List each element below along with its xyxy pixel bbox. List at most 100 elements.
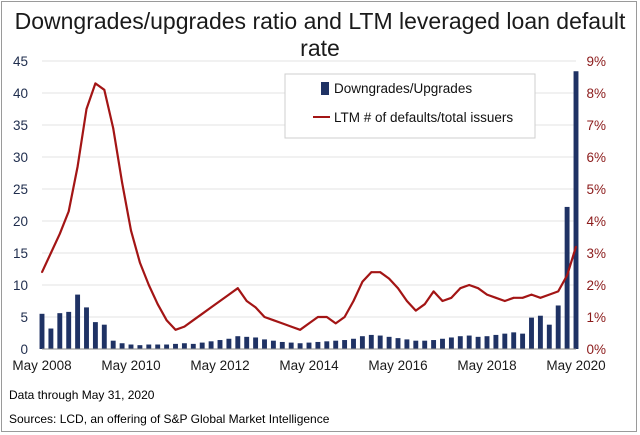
bar: [244, 336, 250, 349]
bar: [297, 343, 303, 349]
line-point: [486, 293, 488, 296]
bar: [146, 344, 152, 349]
bar: [270, 340, 276, 349]
x-tick-label: May 2012: [190, 358, 249, 373]
line-point: [370, 271, 373, 274]
line-point: [512, 296, 515, 299]
left-tick-label: 25: [13, 182, 28, 197]
bar: [573, 71, 579, 350]
line-point: [575, 245, 577, 248]
legend: Downgrades/Upgrades LTM # of defaults/to…: [284, 73, 536, 139]
line-point: [414, 309, 417, 312]
bar: [529, 317, 534, 349]
legend-line-label: LTM # of defaults/total issuers: [334, 110, 513, 125]
bar: [84, 307, 89, 349]
bar: [92, 322, 98, 349]
line-point: [468, 284, 471, 286]
right-tick-label: 3%: [586, 246, 606, 261]
bar: [173, 343, 178, 349]
line-series: [41, 82, 578, 331]
line-point: [317, 316, 319, 318]
line-point: [183, 325, 186, 328]
bar: [395, 338, 401, 349]
line-point: [58, 232, 61, 235]
bar: [377, 335, 383, 349]
line-point: [530, 293, 533, 296]
legend-bar-label: Downgrades/Upgrades: [334, 81, 472, 96]
bar: [511, 332, 517, 349]
bar: [457, 336, 463, 349]
line-point: [521, 296, 524, 299]
bar: [190, 343, 196, 349]
line-point: [450, 296, 453, 299]
bar: [440, 338, 445, 349]
bar: [324, 341, 330, 349]
line-point: [228, 293, 230, 296]
bar: [262, 339, 267, 349]
left-tick-label: 30: [13, 150, 28, 165]
line-point: [557, 290, 560, 293]
bar: [48, 328, 54, 349]
bar: [422, 340, 428, 349]
right-tick-label: 9%: [586, 54, 606, 69]
x-tick-label: May 2018: [457, 358, 516, 373]
line-point: [254, 306, 257, 309]
left-tick-label: 5: [20, 310, 28, 325]
axes: 0 5 10 15 20 25 30 35 40 45 0% 1% 2% 3% 4% 5% 6% 7% 8% 9% Ma…: [12, 54, 606, 373]
line-point: [379, 271, 382, 274]
left-tick-label: 35: [13, 118, 28, 133]
line-point: [201, 312, 204, 315]
line-point: [548, 293, 551, 296]
right-tick-label: 0%: [586, 342, 606, 357]
x-tick-label: May 2020: [546, 358, 605, 373]
x-tick-label: May 2014: [279, 358, 339, 373]
line-point: [147, 284, 150, 286]
right-tick-label: 5%: [586, 182, 606, 197]
bar: [520, 333, 526, 349]
line-point: [281, 322, 284, 325]
line-point: [156, 303, 159, 306]
line-point: [495, 296, 497, 299]
line-point: [432, 290, 435, 293]
bar: [404, 339, 410, 349]
line-point: [67, 210, 70, 213]
line-point: [423, 303, 426, 306]
line-point: [459, 287, 462, 290]
bar: [306, 342, 312, 349]
line-point: [50, 252, 52, 254]
line-point: [343, 316, 346, 318]
line-point: [41, 271, 43, 274]
line-point: [503, 300, 506, 302]
left-tick-label: 45: [13, 54, 28, 69]
line-point: [94, 82, 97, 85]
line-point: [272, 319, 275, 322]
bar: [484, 336, 490, 349]
bar: [351, 338, 356, 349]
right-tick-label: 8%: [586, 86, 606, 101]
x-tick-label: May 2016: [368, 358, 427, 373]
line-point: [325, 316, 328, 318]
bar: [75, 294, 81, 349]
right-tick-label: 1%: [586, 310, 606, 325]
bar: [39, 313, 45, 349]
line-point: [263, 316, 266, 318]
bar: [288, 342, 294, 349]
bar: [386, 336, 392, 349]
right-tick-label: 2%: [586, 278, 606, 293]
bar: [413, 340, 419, 349]
line-point: [299, 328, 301, 331]
bar: [502, 333, 508, 349]
bar: [253, 337, 259, 349]
line-point: [352, 300, 355, 302]
right-tick-label: 6%: [586, 150, 606, 165]
line-point: [406, 300, 408, 302]
line-point: [566, 274, 568, 277]
bar: [546, 324, 552, 349]
bar: [208, 341, 214, 349]
bars-series: [39, 71, 579, 350]
bar: [368, 334, 374, 349]
bar: [101, 324, 107, 349]
bar: [448, 337, 454, 349]
legend-bar-swatch: [321, 82, 329, 95]
bar: [315, 341, 321, 349]
